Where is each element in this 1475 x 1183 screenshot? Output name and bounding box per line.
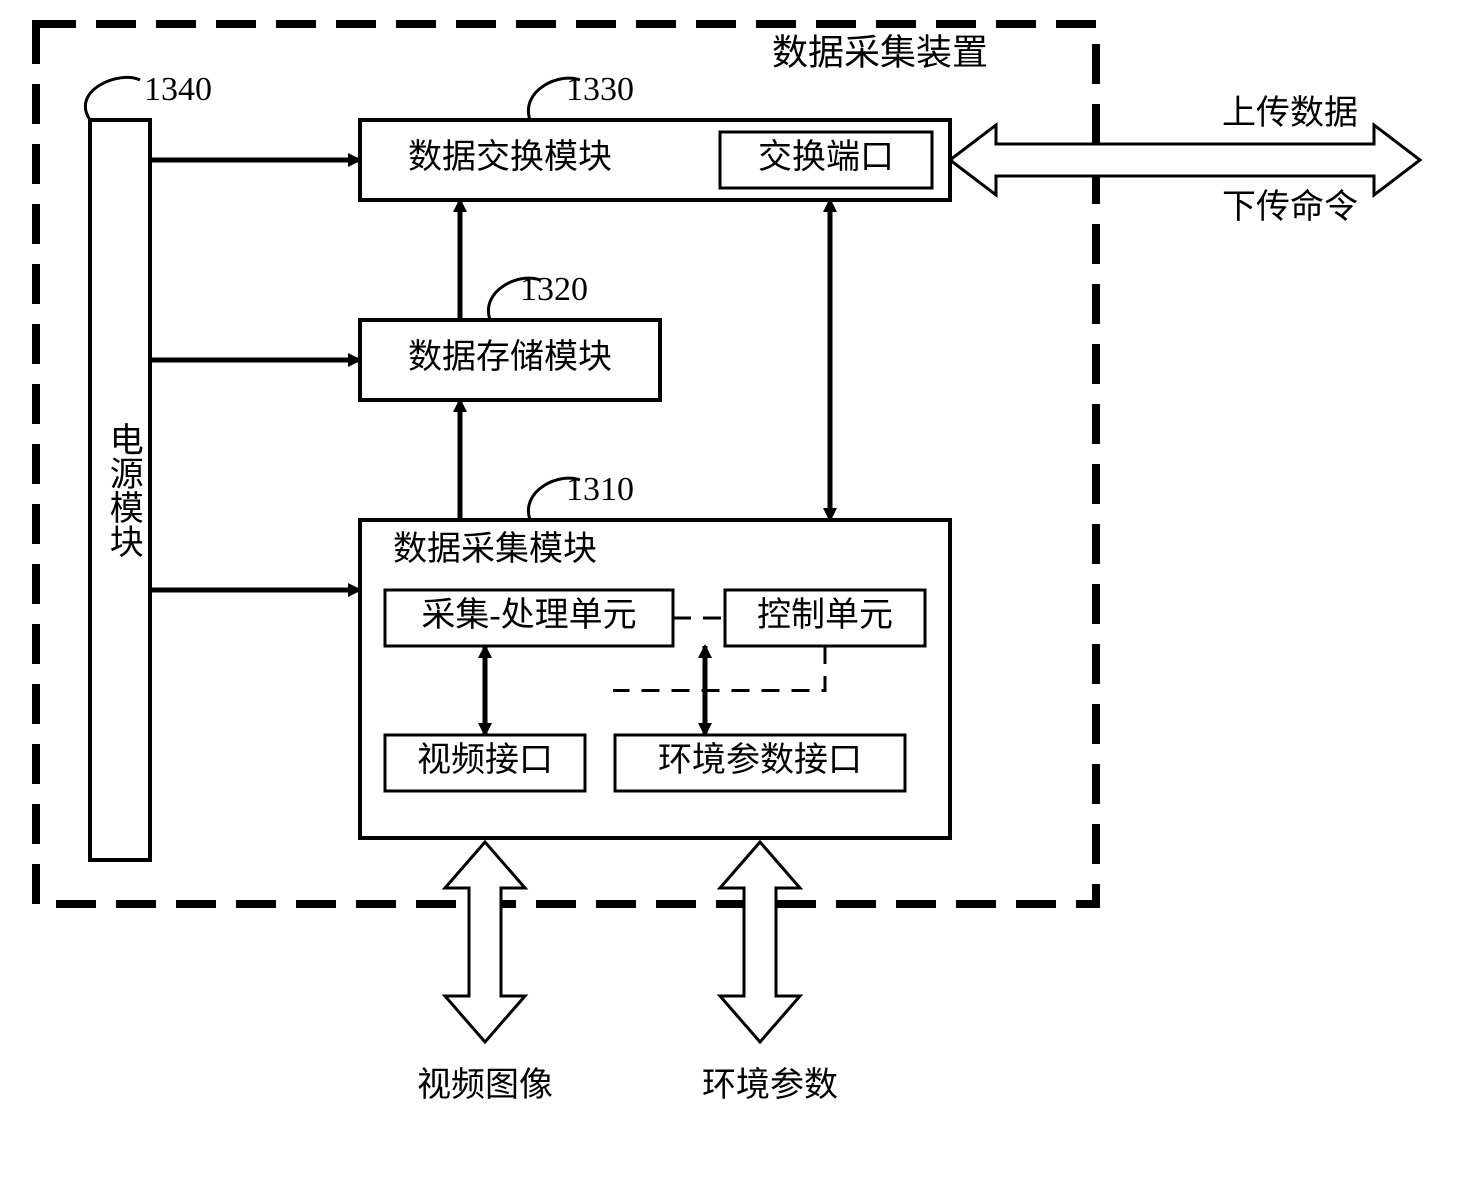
device-title: 数据采集装置 [772, 32, 988, 72]
exchange-module-label: 数据交换模块 [408, 138, 612, 176]
proc-unit-label: 采集-处理单元 [421, 596, 636, 634]
ctrl-unit-label: 控制单元 [757, 596, 893, 634]
storage-module-label: 数据存储模块 [408, 338, 612, 376]
collect-num: 1310 [566, 471, 634, 508]
exchange-num: 1330 [566, 71, 634, 108]
power-leader [85, 77, 140, 120]
block-arrow-io [950, 125, 1420, 195]
collect-module-title: 数据采集模块 [393, 530, 597, 568]
env-if-label: 环境参数接口 [658, 741, 862, 779]
block-arrow-env [720, 842, 800, 1042]
block-arrow-video [445, 842, 525, 1042]
diagram-canvas: 数据采集装置电源模块 1340 数据交换模块 交换端口 1330 数据存储模块 1320 数据… [0, 0, 1475, 1183]
power-module-label: 电源模块 [104, 422, 142, 558]
video-if-label: 视频接口 [417, 741, 553, 779]
power-num: 1340 [144, 71, 212, 108]
io-env-label: 环境参数 [702, 1066, 838, 1104]
storage-num: 1320 [520, 271, 588, 308]
io-video-label: 视频图像 [417, 1066, 553, 1104]
io-download-label: 下传命令 [1222, 188, 1358, 226]
io-upload-label: 上传数据 [1222, 94, 1358, 132]
exchange-port-label: 交换端口 [758, 138, 894, 176]
